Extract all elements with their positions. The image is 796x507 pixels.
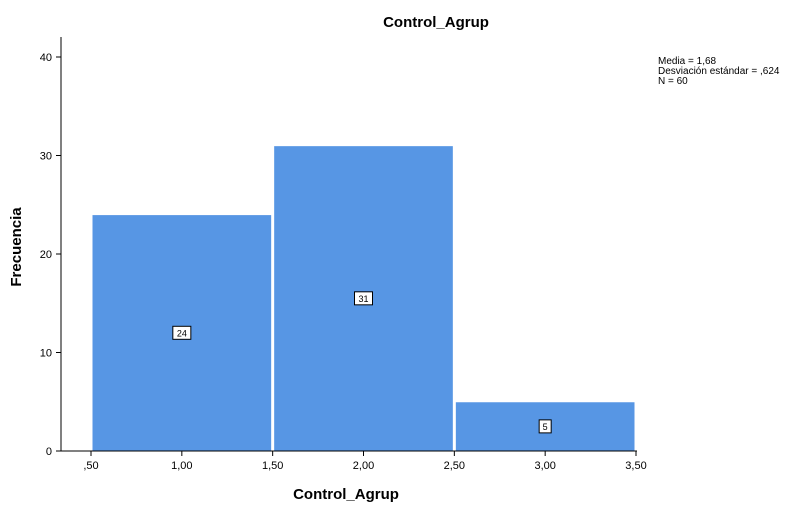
x-tick-label: 3,50 (625, 460, 646, 472)
x-tick-label: 2,50 (444, 460, 465, 472)
data-label: 24 (177, 328, 187, 338)
y-tick-label: 40 (40, 52, 52, 64)
y-tick-label: 10 (40, 348, 52, 360)
y-tick-label: 30 (40, 151, 52, 163)
data-label: 5 (543, 422, 548, 432)
y-axis-label: Frecuencia (8, 207, 25, 287)
x-tick-label: 2,00 (353, 460, 374, 472)
x-tick-label: ,50 (83, 460, 98, 472)
x-tick-label: 1,50 (262, 460, 283, 472)
x-tick-label: 3,00 (534, 460, 555, 472)
stat-n: N = 60 (658, 77, 779, 87)
chart-title: Control_Agrup (383, 14, 489, 31)
x-axis-label: Control_Agrup (293, 486, 399, 502)
y-tick-label: 0 (46, 446, 52, 458)
statistics-box: Media = 1,68 Desviación estándar = ,624 … (658, 57, 779, 87)
y-tick-label: 20 (40, 249, 52, 261)
x-tick-label: 1,00 (171, 460, 192, 472)
data-label: 31 (358, 294, 368, 304)
